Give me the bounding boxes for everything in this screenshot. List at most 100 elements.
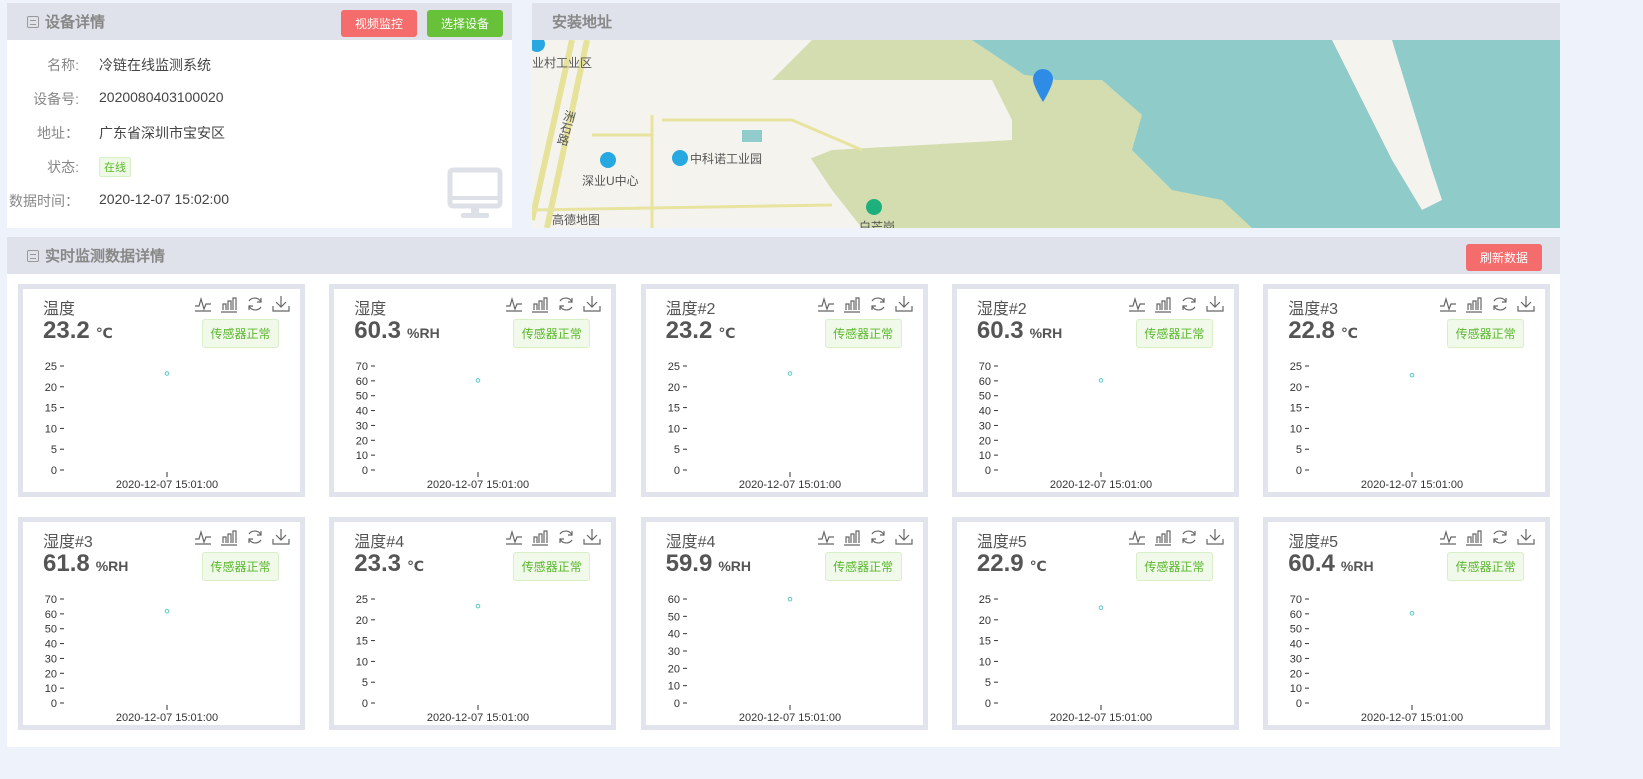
sensor-reading: 23.2 xyxy=(665,317,713,344)
y-tick-label: 0 xyxy=(362,465,368,477)
line-chart-icon[interactable] xyxy=(1128,295,1146,313)
map-logo: 高德地图 xyxy=(552,213,601,227)
y-tick-label: 10 xyxy=(667,681,679,693)
data-point[interactable] xyxy=(164,371,170,376)
line-chart-icon[interactable] xyxy=(505,295,523,313)
refresh-icon[interactable] xyxy=(1180,528,1198,546)
bar-chart-icon[interactable] xyxy=(1465,528,1483,546)
sensor-value: 59.9 %RH xyxy=(666,550,751,578)
refresh-icon[interactable] xyxy=(869,295,887,313)
y-tick-label: 30 xyxy=(45,653,57,665)
y-tick-label: 15 xyxy=(1290,403,1302,415)
y-tick-label: 40 xyxy=(1290,639,1302,651)
download-icon[interactable] xyxy=(272,528,290,546)
sensor-status-badge: 传感器正常 xyxy=(202,552,279,581)
data-point[interactable] xyxy=(164,608,170,614)
sensor-chart: 70 60 50 40 30 20 10 0 2020-12-07 15:01:00 xyxy=(45,594,218,724)
y-tick-label: 5 xyxy=(985,677,991,689)
refresh-icon[interactable] xyxy=(1491,528,1509,546)
bar-chart-icon[interactable] xyxy=(1154,295,1172,313)
info-label: 地址： xyxy=(37,125,79,141)
y-tick-label: 70 xyxy=(979,361,991,373)
chart-toolbox xyxy=(1128,528,1224,546)
download-icon[interactable] xyxy=(1517,295,1535,313)
bar-chart-icon[interactable] xyxy=(843,295,861,313)
x-tick-label: 2020-12-07 15:01:00 xyxy=(1361,479,1463,491)
download-icon[interactable] xyxy=(1206,295,1224,313)
chart-toolbox xyxy=(505,295,601,313)
download-icon[interactable] xyxy=(894,528,913,546)
download-icon[interactable] xyxy=(1517,528,1535,546)
data-point[interactable] xyxy=(475,378,481,383)
line-chart-icon[interactable] xyxy=(1439,528,1457,546)
download-icon[interactable] xyxy=(583,295,601,313)
device-details-panel: 设备详情 视频监控 选择设备 名称: 冷链在线监测系统 设备号: 2020080403… xyxy=(7,3,512,228)
data-point[interactable] xyxy=(1098,378,1104,383)
y-tick-label: 60 xyxy=(667,594,679,606)
sensor-value: 22.9 ℃ xyxy=(977,550,1047,578)
download-icon[interactable] xyxy=(583,528,601,546)
sensor-status-badge: 传感器正常 xyxy=(824,319,902,348)
y-tick-label: 10 xyxy=(1290,423,1302,435)
x-tick-label: 2020-12-07 15:01:00 xyxy=(427,479,529,491)
line-chart-icon[interactable] xyxy=(1128,528,1146,546)
refresh-icon[interactable] xyxy=(557,528,575,546)
refresh-data-button[interactable]: 刷新数据 xyxy=(1466,244,1542,271)
sensor-unit: ℃ xyxy=(407,558,424,574)
download-icon[interactable] xyxy=(1206,528,1224,546)
bar-chart-icon[interactable] xyxy=(1154,528,1172,546)
refresh-icon[interactable] xyxy=(869,528,887,546)
bar-chart-icon[interactable] xyxy=(531,295,549,313)
sensor-value: 60.3 %RH xyxy=(354,317,439,345)
line-chart-icon[interactable] xyxy=(817,528,835,546)
refresh-icon[interactable] xyxy=(246,528,264,546)
sensor-unit: ℃ xyxy=(1340,325,1358,341)
data-point[interactable] xyxy=(1409,372,1415,378)
line-chart-icon[interactable] xyxy=(1439,295,1457,313)
data-point[interactable] xyxy=(787,371,792,376)
sensor-card: 温度 23.2 ℃ 传感器正常 25 20 15 10 5 0 2020-12-07 15:… xyxy=(18,284,305,497)
map-view[interactable]: 业村工业区 洲石路 深业U中心 中科诺工业园 高德地图 白芒岗 xyxy=(532,40,1560,228)
data-point[interactable] xyxy=(1409,610,1415,616)
bar-chart-icon[interactable] xyxy=(220,295,238,313)
sensor-card: 温度#5 22.9 ℃ 传感器正常 25 20 15 10 5 0 2020-12-07 1… xyxy=(951,517,1239,730)
data-point[interactable] xyxy=(475,603,481,609)
video-monitor-button[interactable]: 视频监控 xyxy=(341,10,417,37)
line-chart-icon[interactable] xyxy=(194,295,212,313)
download-icon[interactable] xyxy=(894,295,913,313)
y-tick-label: 50 xyxy=(45,624,57,636)
map-pin-icon[interactable] xyxy=(1032,68,1054,102)
refresh-icon[interactable] xyxy=(1180,295,1198,313)
chart-toolbox xyxy=(1128,295,1224,313)
x-tick-label: 2020-12-07 15:01:00 xyxy=(739,712,841,724)
sensor-name: 温度#3 xyxy=(1288,301,1338,318)
download-icon[interactable] xyxy=(272,295,290,313)
bar-chart-icon[interactable] xyxy=(531,528,549,546)
info-value: 冷链在线监测系统 xyxy=(99,57,211,73)
y-tick-label: 10 xyxy=(1290,683,1302,695)
sensor-card: 温度#4 23.3 ℃ 传感器正常 25 20 15 10 5 0 2020-12-07 1… xyxy=(329,517,617,730)
info-value: 2020-12-07 15:02:00 xyxy=(99,191,229,207)
line-chart-icon[interactable] xyxy=(505,528,523,546)
realtime-data-header: 实时监测数据详情 刷新数据 xyxy=(7,237,1560,274)
y-tick-label: 60 xyxy=(979,376,991,388)
data-point[interactable] xyxy=(787,596,792,602)
y-tick-label: 10 xyxy=(979,450,991,462)
refresh-icon[interactable] xyxy=(557,295,575,313)
bar-chart-icon[interactable] xyxy=(843,528,861,546)
y-tick-label: 0 xyxy=(51,698,57,710)
line-chart-icon[interactable] xyxy=(194,528,212,546)
y-tick-label: 30 xyxy=(979,420,991,432)
sensor-chart: 60 50 40 30 20 10 0 2020-12-07 15:01:00 xyxy=(667,594,841,724)
select-device-button[interactable]: 选择设备 xyxy=(427,10,503,37)
y-tick-label: 50 xyxy=(356,391,368,403)
line-chart-icon[interactable] xyxy=(817,295,835,313)
data-point[interactable] xyxy=(1098,605,1104,611)
y-tick-label: 15 xyxy=(979,636,991,648)
refresh-icon[interactable] xyxy=(1491,295,1509,313)
bar-chart-icon[interactable] xyxy=(220,528,238,546)
y-tick-label: 70 xyxy=(356,361,368,373)
refresh-icon[interactable] xyxy=(246,295,264,313)
bar-chart-icon[interactable] xyxy=(1465,295,1483,313)
sensor-card: 湿度 60.3 %RH 传感器正常 70 60 50 40 30 20 10 0 2020-12… xyxy=(329,284,617,497)
